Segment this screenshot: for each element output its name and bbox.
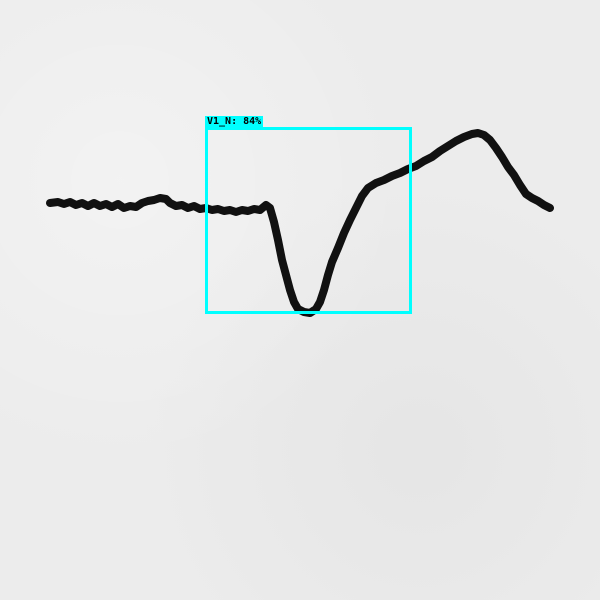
detection-box <box>205 127 412 314</box>
detection-label: V1_N: 84% <box>205 116 264 128</box>
ecg-waveform-line <box>46 129 554 317</box>
